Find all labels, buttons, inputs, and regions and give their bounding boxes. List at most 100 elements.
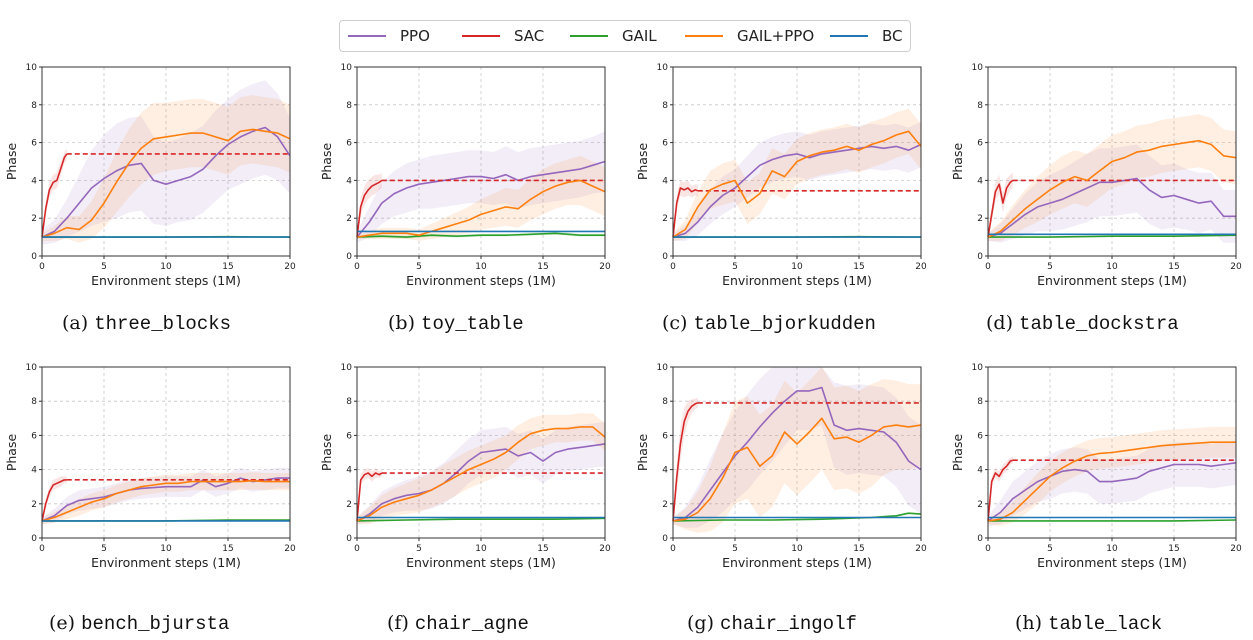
legend-swatch-bc (830, 35, 868, 37)
band-gail-ppo (357, 413, 605, 525)
y-tick-label: 4 (662, 466, 668, 476)
series-line-gail-ppo (987, 441, 1236, 522)
y-tick-label: 2 (662, 500, 668, 510)
legend: PPO SAC GAIL GAIL+PPO BC (339, 20, 911, 52)
x-tick-label: 15 (853, 262, 864, 272)
x-tick-label: 20 (284, 262, 296, 272)
caption-c: (c) table_bjorkudden (662, 312, 876, 335)
x-tick-label: 10 (1106, 262, 1118, 272)
legend-item-gail-ppo: GAIL+PPO (685, 21, 814, 51)
caption-g-label: (g) (687, 612, 714, 634)
y-tick-label: 4 (977, 176, 983, 186)
caption-c-env: table_bjorkudden (693, 313, 876, 335)
y-tick-label: 10 (26, 63, 38, 73)
y-tick-label: 10 (26, 363, 38, 373)
caption-c-label: (c) (662, 312, 688, 334)
y-axis-label: Phase (635, 434, 650, 472)
band-ppo (988, 144, 1236, 243)
y-tick-label: 0 (346, 534, 352, 544)
y-tick-label: 0 (31, 534, 37, 544)
caption-a-env: three_blocks (94, 313, 232, 335)
y-tick-label: 6 (977, 139, 983, 149)
caption-h: (h) table_lack (1015, 612, 1162, 635)
x-axis-label: Environment steps (1M) (91, 273, 241, 288)
series-line-gail-ppo (672, 417, 922, 522)
caption-f: (f) chair_agne (387, 612, 529, 635)
legend-label-gail-ppo: GAIL+PPO (737, 27, 815, 45)
series-line-sac (356, 179, 383, 238)
y-tick-label: 2 (31, 500, 37, 510)
x-axis-label: Environment steps (1M) (1037, 273, 1187, 288)
y-axis-label: Phase (635, 143, 650, 181)
y-tick-label: 2 (346, 214, 352, 224)
y-tick-label: 4 (346, 176, 352, 186)
y-tick-label: 0 (346, 252, 352, 262)
y-tick-label: 6 (977, 431, 983, 441)
y-tick-label: 10 (657, 363, 669, 373)
band-sac (357, 172, 382, 238)
y-tick-label: 6 (662, 139, 668, 149)
series-line-gail-ppo (356, 179, 606, 238)
x-tick-label: 10 (475, 544, 487, 554)
band-ppo (357, 131, 605, 243)
series-line-ppo (356, 443, 606, 522)
x-tick-label: 5 (1047, 262, 1053, 272)
caption-f-env: chair_agne (414, 613, 529, 635)
x-tick-label: 5 (732, 262, 738, 272)
legend-item-gail: GAIL (570, 21, 657, 51)
x-tick-label: 20 (1230, 544, 1242, 554)
x-tick-label: 0 (354, 544, 360, 554)
y-tick-label: 0 (977, 252, 983, 262)
series-line-gail (356, 517, 606, 522)
y-tick-label: 2 (977, 214, 983, 224)
x-tick-label: 20 (284, 544, 296, 554)
y-tick-label: 2 (346, 500, 352, 510)
y-tick-label: 10 (341, 63, 353, 73)
y-tick-label: 6 (31, 431, 37, 441)
caption-b-label: (b) (388, 312, 415, 334)
x-tick-label: 10 (1106, 544, 1118, 554)
band-sac (357, 467, 382, 521)
y-axis-label: Phase (319, 434, 334, 472)
legend-swatch-ppo (348, 35, 386, 37)
y-tick-label: 4 (662, 176, 668, 186)
x-tick-label: 10 (475, 262, 487, 272)
y-axis-label: Phase (950, 434, 965, 472)
x-tick-label: 0 (670, 544, 676, 554)
legend-swatch-gail (570, 35, 608, 37)
series-line-sac (987, 179, 1014, 238)
series-line-gail (356, 232, 605, 238)
y-tick-label: 2 (977, 500, 983, 510)
x-tick-label: 20 (599, 262, 611, 272)
y-tick-label: 8 (662, 101, 668, 111)
x-tick-label: 20 (599, 544, 611, 554)
series-line-sac (41, 479, 67, 522)
series-line-ppo (672, 386, 922, 522)
x-tick-label: 15 (537, 544, 548, 554)
x-tick-label: 20 (1230, 262, 1242, 272)
caption-d: (d) table_dockstra (986, 312, 1179, 335)
series-line-ppo (987, 462, 1237, 522)
y-tick-label: 4 (31, 466, 37, 476)
x-axis-label: Environment steps (1M) (1037, 555, 1187, 570)
x-tick-label: 15 (537, 262, 548, 272)
x-axis-label: Environment steps (1M) (406, 273, 556, 288)
caption-e-env: bench_bjursta (81, 613, 230, 635)
x-tick-label: 0 (985, 262, 991, 272)
caption-h-label: (h) (1015, 612, 1043, 634)
caption-b-env: toy_table (421, 313, 524, 335)
x-tick-label: 10 (160, 544, 172, 554)
x-tick-label: 5 (416, 544, 422, 554)
y-tick-label: 10 (657, 63, 669, 73)
y-axis-label: Phase (4, 143, 19, 181)
x-tick-label: 0 (39, 262, 45, 272)
y-tick-label: 8 (977, 397, 983, 407)
x-tick-label: 15 (222, 262, 233, 272)
series-line-gail (988, 234, 1237, 238)
x-tick-label: 15 (222, 544, 233, 554)
x-tick-label: 10 (791, 544, 803, 554)
legend-label-ppo: PPO (400, 27, 430, 45)
